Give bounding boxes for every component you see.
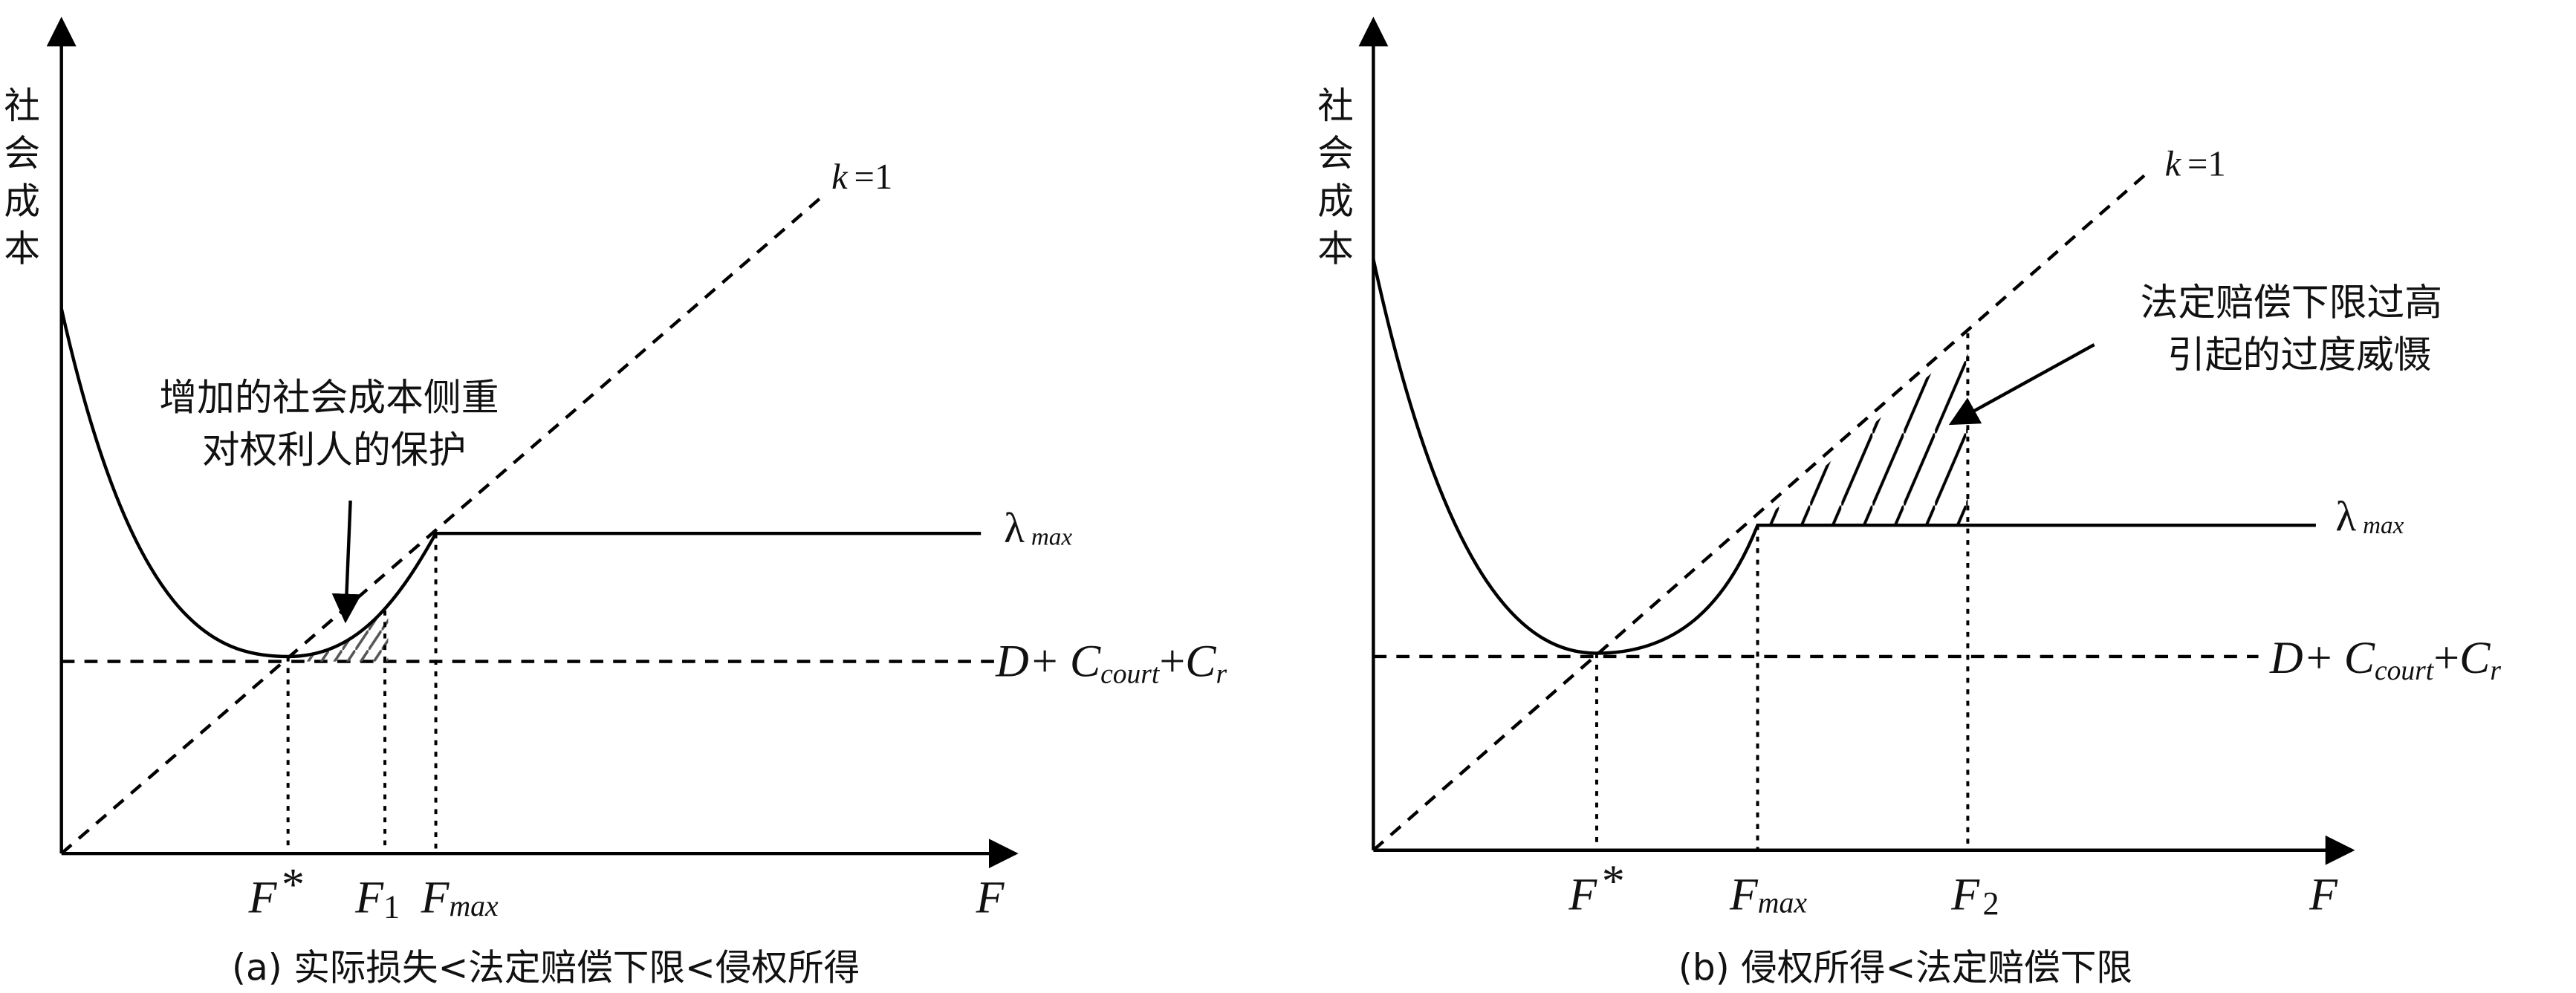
- hatched-area: [296, 608, 389, 662]
- x-tick-label: Fmax: [421, 873, 499, 923]
- diagonal-label: k =1: [831, 157, 892, 197]
- lambda-label: λ max: [1004, 504, 1072, 551]
- y-axis-label: 社: [4, 85, 40, 127]
- caption: (a) 实际损失<法定赔偿下限<侵权所得: [232, 947, 860, 989]
- x-axis-label: F: [2309, 869, 2338, 919]
- cost-label: D+ Ccourt+Cr: [995, 636, 1227, 689]
- x-axis-label: F: [976, 873, 1005, 923]
- x-tick-label: F1: [354, 873, 400, 925]
- x-tick-label: F *: [1568, 856, 1624, 920]
- hatched-area: [1757, 341, 1968, 526]
- annotation: 增加的社会成本侧重: [159, 375, 499, 419]
- annotation: 法定赔偿下限过高: [2141, 280, 2442, 324]
- x-tick-label: Fmax: [1729, 869, 1807, 919]
- cost-curve: [59, 307, 982, 659]
- arrow: [331, 500, 362, 624]
- y-axis-label: 会: [1317, 133, 1354, 175]
- caption: (b) 侵权所得<法定赔偿下限: [1678, 947, 2132, 989]
- diagonal-label: k =1: [2165, 143, 2226, 183]
- y-axis-label: 成: [1317, 180, 1354, 222]
- panel-a: 社 会 成 本 k =1 λ max D+ Ccourt+Cr F * F1 Fmax …: [4, 16, 1227, 989]
- annotation: 对权利人的保护: [202, 428, 467, 472]
- x-tick-label: F *: [248, 859, 305, 923]
- cost-curve: [1372, 258, 2316, 655]
- y-axis-label: 会: [4, 133, 40, 175]
- arrow: [1948, 343, 2095, 426]
- cost-label: D+ Ccourt+Cr: [2269, 633, 2501, 686]
- diagonal: [60, 195, 823, 855]
- lambda-label: λ max: [2335, 493, 2404, 540]
- y-axis-label: 成: [4, 180, 40, 222]
- y-axis-label: 社: [1317, 85, 1354, 127]
- annotation: 引起的过度威慑: [2167, 333, 2432, 377]
- y-axis-label: 本: [1317, 228, 1354, 270]
- y-axis-label: 本: [4, 228, 40, 270]
- diagonal: [1372, 167, 2153, 852]
